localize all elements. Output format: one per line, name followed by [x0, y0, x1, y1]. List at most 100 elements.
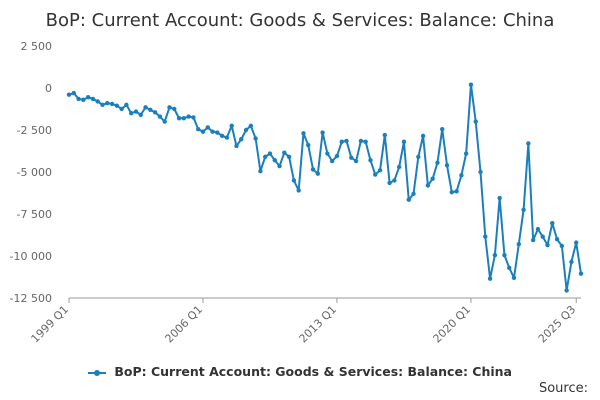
data-point [210, 129, 215, 134]
x-tick-label: 1999 Q1 [29, 303, 72, 346]
series-line [68, 83, 582, 292]
data-point [114, 103, 120, 108]
data-point [71, 90, 76, 96]
data-point [540, 234, 545, 239]
data-point [81, 97, 86, 102]
x-tick-label: 2013 Q1 [297, 303, 340, 346]
data-point [157, 114, 163, 119]
data-point [195, 126, 201, 132]
data-point [564, 288, 569, 293]
data-point [219, 133, 225, 139]
data-point [310, 167, 316, 172]
data-point [224, 135, 230, 140]
y-tick-label: 2 500 [21, 40, 53, 53]
data-point [440, 126, 445, 132]
data-point [119, 106, 124, 112]
data-point [530, 237, 536, 243]
data-point [497, 195, 502, 201]
data-point [138, 112, 143, 118]
chart-title: BoP: Current Account: Goods & Services: … [45, 10, 555, 31]
source-label: Source: [538, 381, 588, 396]
data-point [574, 240, 579, 245]
data-point [420, 133, 426, 139]
data-point [181, 116, 187, 121]
x-tick-label: 2006 Q1 [163, 303, 206, 346]
data-point [253, 136, 258, 141]
data-point [373, 172, 378, 177]
data-point [396, 164, 402, 170]
data-point [248, 123, 254, 128]
y-tick-label: -10 000 [10, 250, 52, 263]
data-point [277, 163, 282, 169]
data-point [545, 242, 550, 248]
data-point [162, 119, 167, 124]
data-point [191, 115, 196, 120]
data-point [148, 107, 153, 113]
data-point [554, 237, 560, 242]
data-point [267, 151, 273, 156]
legend[interactable]: BoP: Current Account: Goods & Services: … [0, 364, 600, 379]
data-point [176, 116, 182, 121]
data-point [205, 125, 210, 130]
data-point [66, 92, 72, 97]
data-point [449, 189, 455, 195]
data-point [229, 123, 234, 128]
data-point [521, 207, 526, 212]
data-point [90, 96, 96, 102]
data-point [301, 131, 306, 136]
data-point [559, 243, 565, 249]
data-point [262, 154, 268, 160]
data-point [358, 138, 364, 144]
x-tick-label: 2025 Q3 [536, 303, 579, 346]
data-point [339, 139, 344, 144]
data-point [492, 252, 498, 258]
data-point [511, 275, 517, 281]
legend-marker-icon [88, 368, 106, 378]
data-point [368, 158, 373, 163]
data-point [172, 106, 177, 112]
data-point [329, 158, 335, 164]
data-point [258, 168, 263, 174]
data-point [468, 82, 474, 87]
data-point [454, 189, 459, 194]
data-point [306, 142, 311, 148]
data-point [296, 188, 301, 193]
data-point [425, 183, 431, 188]
data-point [243, 127, 249, 133]
data-point [291, 178, 297, 183]
data-point [478, 169, 483, 175]
data-point [100, 102, 105, 108]
data-point [406, 197, 411, 202]
data-point [334, 153, 340, 159]
data-point [377, 168, 383, 173]
data-point [85, 95, 91, 100]
data-point [483, 234, 488, 239]
data-point [473, 119, 478, 124]
data-point [286, 154, 292, 160]
data-point [353, 158, 359, 164]
data-point [152, 110, 158, 115]
data-point [215, 130, 220, 135]
data-point [535, 226, 541, 232]
data-point [502, 252, 507, 258]
y-tick-label: -5 000 [17, 166, 52, 179]
data-point [186, 114, 191, 119]
data-point [200, 129, 206, 134]
data-point [507, 265, 512, 270]
data-point [143, 105, 148, 110]
y-tick-label: -7 500 [17, 208, 52, 221]
data-point [382, 132, 388, 138]
data-point [459, 173, 464, 178]
data-point [387, 180, 392, 186]
data-point [435, 160, 440, 165]
data-point [516, 242, 521, 247]
data-point [487, 276, 493, 281]
data-point [133, 109, 139, 114]
legend-label: BoP: Current Account: Goods & Services: … [114, 364, 512, 379]
data-point [430, 176, 435, 181]
data-point [76, 96, 81, 102]
y-tick-label: -2 500 [17, 124, 52, 137]
y-tick-label: -12 500 [10, 292, 52, 305]
data-point [550, 221, 555, 226]
